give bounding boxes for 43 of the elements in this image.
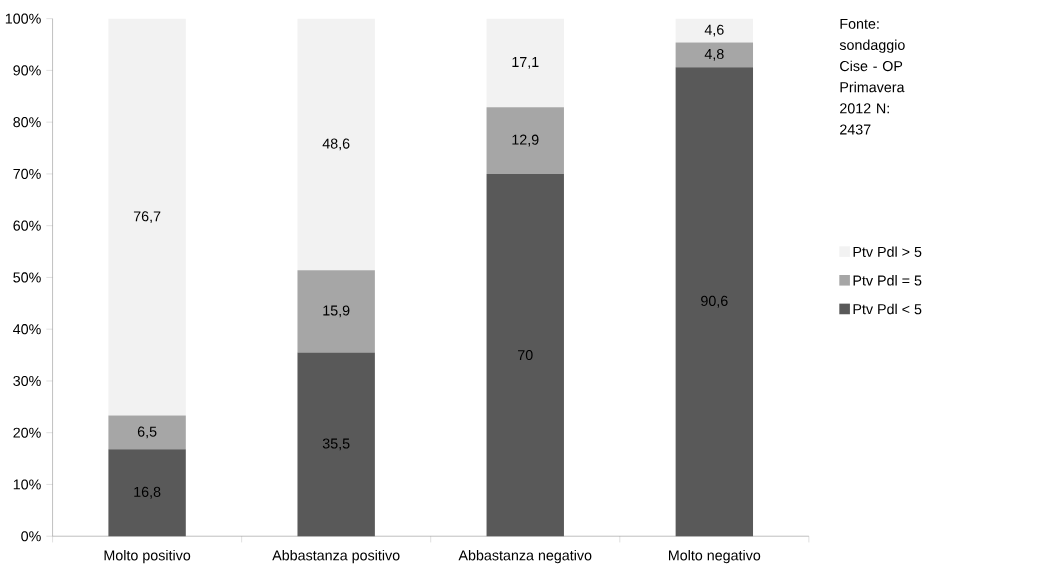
y-tick-label: 0% xyxy=(21,531,41,542)
y-tick-label: 40% xyxy=(13,324,41,335)
bar xyxy=(675,42,754,68)
data-label: 90,6 xyxy=(701,296,728,308)
data-label: 4,6 xyxy=(704,24,724,37)
data-label: 70 xyxy=(518,350,533,361)
y-tick-label: 10% xyxy=(13,479,41,490)
y-tick-label: 90% xyxy=(13,65,41,76)
bar xyxy=(108,449,186,537)
legend-label: Ptv Pdl < 5 xyxy=(853,303,922,315)
bar xyxy=(675,67,754,537)
y-tick-label: 30% xyxy=(13,376,41,387)
bar xyxy=(108,415,186,450)
y-tick-label: 100% xyxy=(5,13,41,24)
x-tick-label: Molto positivo xyxy=(104,550,191,564)
data-label: 15,9 xyxy=(323,305,350,318)
data-label: 16,8 xyxy=(134,487,161,499)
bar xyxy=(675,18,754,43)
data-label: 17,1 xyxy=(512,57,539,69)
y-tick-label: 60% xyxy=(13,220,41,231)
bar xyxy=(486,174,564,537)
y-tick-label: 20% xyxy=(13,427,41,438)
legend-label: Ptv Pdl = 5 xyxy=(853,275,922,286)
y-tick-label: 70% xyxy=(13,169,41,180)
bar xyxy=(297,18,375,271)
data-label: 12,9 xyxy=(512,134,539,147)
data-label: 76,7 xyxy=(133,211,161,224)
data-label: 48,6 xyxy=(322,138,350,151)
bar xyxy=(108,18,186,416)
data-label: 35,5 xyxy=(322,438,350,451)
x-tick-label: Abbastanza positivo xyxy=(272,550,400,564)
data-label: 6,5 xyxy=(137,426,157,439)
bar xyxy=(486,18,564,108)
bar xyxy=(297,352,375,537)
bar xyxy=(486,107,564,175)
data-label: 4,8 xyxy=(704,49,724,61)
x-tick-label: Abbastanza negativo xyxy=(458,550,592,564)
bar xyxy=(297,270,375,353)
y-tick-label: 50% xyxy=(13,272,41,283)
source-note: Fonte: sondaggio Cise - OP Primavera 2012 N: 2437 xyxy=(839,19,905,135)
legend-label: Ptv Pdl > 5 xyxy=(853,246,922,258)
y-tick-label: 80% xyxy=(13,117,41,128)
x-tick-label: Molto negativo xyxy=(668,550,761,564)
